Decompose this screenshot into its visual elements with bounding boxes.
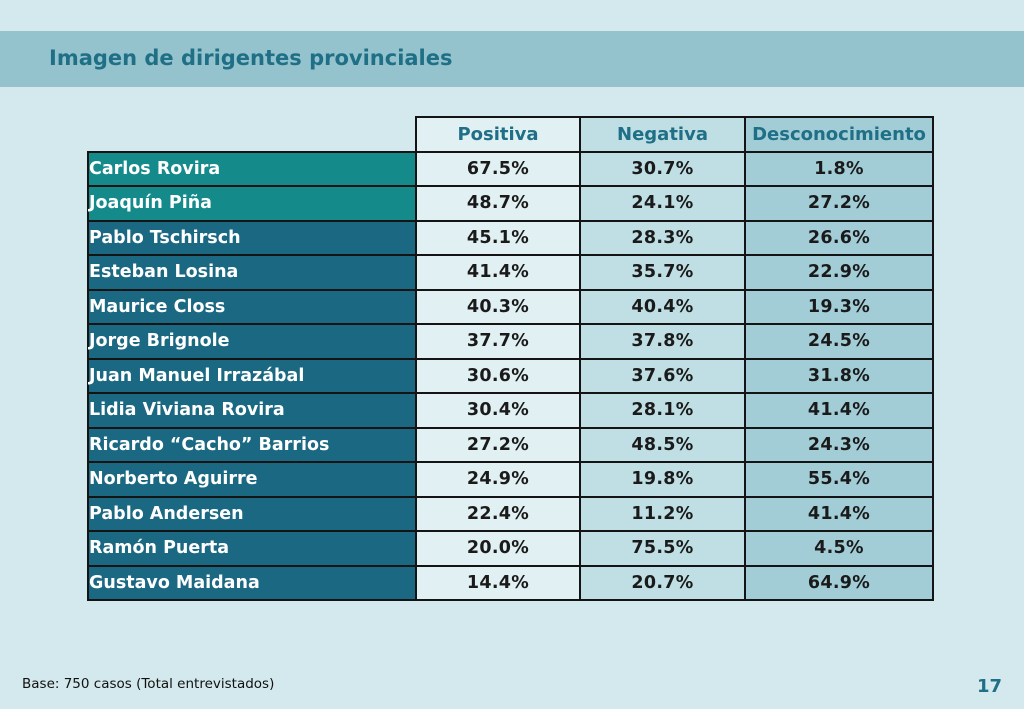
leader-name-cell: Gustavo Maidana (87, 564, 417, 601)
leader-name-cell: Juan Manuel Irrazábal (87, 357, 417, 394)
leader-name-cell: Jorge Brignole (87, 323, 417, 360)
table-row: Esteban Losina 41.4% 35.7% 22.9% (87, 254, 934, 291)
table-row: Joaquín Piña 48.7% 24.1% 27.2% (87, 185, 934, 222)
footnote: Base: 750 casos (Total entrevistados) (22, 676, 275, 692)
desconocimiento-value-cell: 22.9% (744, 254, 934, 291)
table-row: Ramón Puerta 20.0% 75.5% 4.5% (87, 530, 934, 567)
desconocimiento-value-cell: 64.9% (744, 564, 934, 601)
title-band (0, 31, 1024, 87)
positiva-value-cell: 45.1% (415, 219, 581, 256)
table-row: Carlos Rovira 67.5% 30.7% 1.8% (87, 150, 934, 187)
desconocimiento-value-cell: 1.8% (744, 150, 934, 187)
leader-name-cell: Ramón Puerta (87, 530, 417, 567)
leader-name-cell: Lidia Viviana Rovira (87, 392, 417, 429)
table-row: Ricardo “Cacho” Barrios 27.2% 48.5% 24.3% (87, 426, 934, 463)
column-header-positiva: Positiva (415, 116, 581, 153)
positiva-value-cell: 41.4% (415, 254, 581, 291)
desconocimiento-value-cell: 24.3% (744, 426, 934, 463)
desconocimiento-value-cell: 31.8% (744, 357, 934, 394)
positiva-value-cell: 30.4% (415, 392, 581, 429)
header-corner (88, 117, 416, 153)
desconocimiento-value-cell: 24.5% (744, 323, 934, 360)
table-row: Norberto Aguirre 24.9% 19.8% 55.4% (87, 461, 934, 498)
positiva-value-cell: 27.2% (415, 426, 581, 463)
desconocimiento-value-cell: 41.4% (744, 495, 934, 532)
positiva-value-cell: 40.3% (415, 288, 581, 325)
table-body: Carlos Rovira 67.5% 30.7% 1.8% Joaquín Piña 4… (87, 150, 934, 601)
positiva-value-cell: 37.7% (415, 323, 581, 360)
negativa-value-cell: 37.6% (579, 357, 746, 394)
leader-name-cell: Joaquín Piña (87, 185, 417, 222)
negativa-value-cell: 35.7% (579, 254, 746, 291)
table-row: Juan Manuel Irrazábal 30.6% 37.6% 31.8% (87, 357, 934, 394)
leader-name-cell: Ricardo “Cacho” Barrios (87, 426, 417, 463)
table-row: Pablo Tschirsch 45.1% 28.3% 26.6% (87, 219, 934, 256)
desconocimiento-value-cell: 26.6% (744, 219, 934, 256)
desconocimiento-value-cell: 41.4% (744, 392, 934, 429)
slide-title: Imagen de dirigentes provinciales (49, 46, 453, 70)
desconocimiento-value-cell: 19.3% (744, 288, 934, 325)
negativa-value-cell: 75.5% (579, 530, 746, 567)
desconocimiento-value-cell: 55.4% (744, 461, 934, 498)
positiva-value-cell: 20.0% (415, 530, 581, 567)
leader-name-cell: Norberto Aguirre (87, 461, 417, 498)
leader-name-cell: Carlos Rovira (87, 150, 417, 187)
desconocimiento-value-cell: 27.2% (744, 185, 934, 222)
negativa-value-cell: 19.8% (579, 461, 746, 498)
positiva-value-cell: 67.5% (415, 150, 581, 187)
negativa-value-cell: 30.7% (579, 150, 746, 187)
negativa-value-cell: 40.4% (579, 288, 746, 325)
negativa-value-cell: 20.7% (579, 564, 746, 601)
leader-name-cell: Pablo Andersen (87, 495, 417, 532)
positiva-value-cell: 24.9% (415, 461, 581, 498)
positiva-value-cell: 48.7% (415, 185, 581, 222)
leader-name-cell: Maurice Closs (87, 288, 417, 325)
positiva-value-cell: 30.6% (415, 357, 581, 394)
table-row: Lidia Viviana Rovira 30.4% 28.1% 41.4% (87, 392, 934, 429)
negativa-value-cell: 24.1% (579, 185, 746, 222)
leader-name-cell: Esteban Losina (87, 254, 417, 291)
positiva-value-cell: 22.4% (415, 495, 581, 532)
header-row: Positiva Negativa Desconocimiento (88, 116, 934, 153)
negativa-value-cell: 28.3% (579, 219, 746, 256)
table-row: Jorge Brignole 37.7% 37.8% 24.5% (87, 323, 934, 360)
column-header-negativa: Negativa (579, 116, 746, 153)
leader-name-cell: Pablo Tschirsch (87, 219, 417, 256)
table-row: Pablo Andersen 22.4% 11.2% 41.4% (87, 495, 934, 532)
column-header-desconocimiento: Desconocimiento (744, 116, 934, 153)
negativa-value-cell: 37.8% (579, 323, 746, 360)
positiva-value-cell: 14.4% (415, 564, 581, 601)
table-row: Gustavo Maidana 14.4% 20.7% 64.9% (87, 564, 934, 601)
negativa-value-cell: 11.2% (579, 495, 746, 532)
leaders-image-table: Positiva Negativa Desconocimiento Carlos… (87, 116, 934, 601)
desconocimiento-value-cell: 4.5% (744, 530, 934, 567)
table-row: Maurice Closs 40.3% 40.4% 19.3% (87, 288, 934, 325)
negativa-value-cell: 48.5% (579, 426, 746, 463)
page-number: 17 (976, 676, 1002, 697)
negativa-value-cell: 28.1% (579, 392, 746, 429)
